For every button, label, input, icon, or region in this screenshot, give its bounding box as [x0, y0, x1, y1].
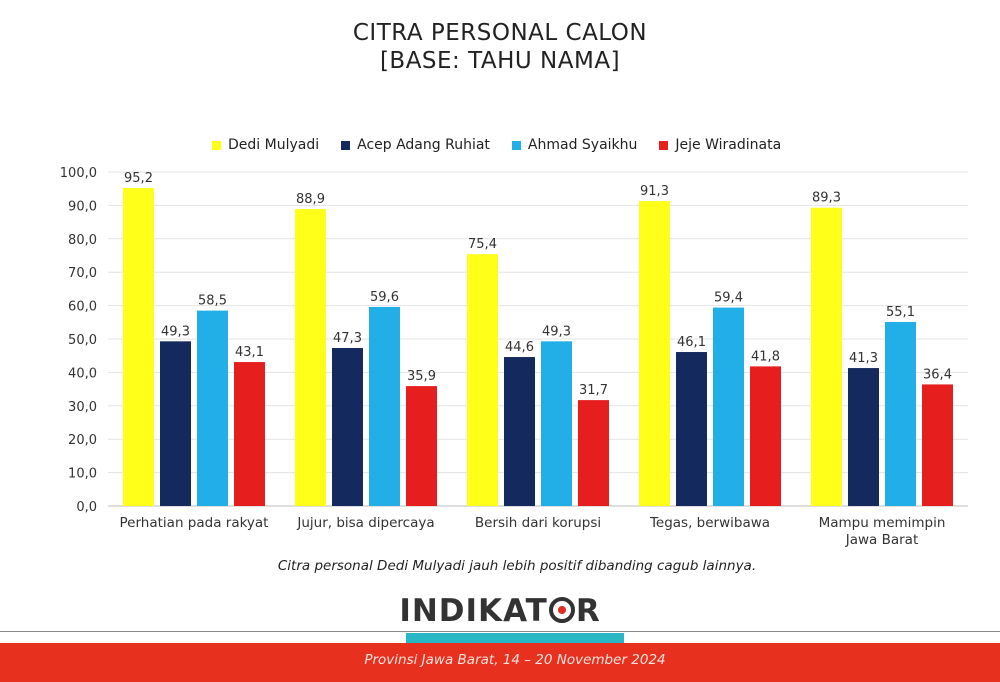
bar	[922, 384, 953, 506]
data-label: 41,8	[751, 349, 780, 364]
legend-item-jeje: Jeje Wiradinata	[659, 137, 781, 153]
chart-caption: Citra personal Dedi Mulyadi jauh lebih p…	[277, 558, 757, 574]
chart-legend: Dedi Mulyadi Acep Adang Ruhiat Ahmad Sya…	[212, 135, 803, 155]
logo-o-icon	[548, 597, 575, 623]
logo-text-part2: R	[575, 593, 601, 629]
chart-title: CITRA PERSONAL CALON	[352, 20, 648, 46]
bar	[234, 362, 265, 506]
bar	[811, 207, 842, 506]
data-label: 44,6	[505, 340, 534, 355]
bar	[123, 188, 154, 507]
data-label: 43,1	[235, 345, 264, 360]
legend-label: Acep Adang Ruhiat	[357, 137, 490, 153]
legend-swatch	[212, 140, 221, 150]
legend-swatch	[511, 140, 521, 150]
data-label: 47,3	[333, 331, 362, 346]
data-label: 36,4	[923, 367, 952, 382]
data-label: 88,9	[296, 192, 325, 207]
legend-item-acep: Acep Adang Ruhiat	[341, 137, 490, 153]
data-label: 31,7	[579, 383, 608, 398]
bar	[332, 348, 363, 506]
x-category-label: Perhatian pada rakyat	[120, 515, 269, 531]
x-category-label: Mampu memimpin	[819, 515, 946, 531]
data-label: 89,3	[812, 191, 841, 206]
legend-label: Ahmad Syaikhu	[527, 137, 638, 153]
legend-swatch	[659, 140, 669, 150]
bar	[467, 254, 498, 506]
bar	[676, 352, 707, 506]
footer-text: Provinsi Jawa Barat, 14 – 20 November 20…	[364, 652, 666, 668]
legend-swatch	[341, 140, 351, 150]
footer-band	[0, 643, 1000, 682]
bar	[541, 341, 572, 506]
y-tick-label: 40,0	[68, 366, 97, 381]
data-label: 55,1	[886, 305, 915, 320]
data-label: 91,3	[640, 184, 669, 199]
y-tick-label: 60,0	[68, 300, 97, 315]
data-label: 59,4	[714, 291, 743, 306]
bar	[369, 306, 400, 506]
bar	[713, 307, 744, 506]
x-category-label: Bersih dari korupsi	[475, 515, 601, 531]
bar	[504, 357, 535, 506]
x-category-label: Jujur, bisa dipercaya	[296, 515, 434, 531]
y-tick-label: 70,0	[68, 266, 97, 281]
bar	[885, 321, 916, 506]
legend-label: Jeje Wiradinata	[675, 137, 782, 153]
footer-accent-bar	[406, 633, 624, 645]
data-label: 58,5	[198, 294, 227, 309]
legend-label: Dedi Mulyadi	[228, 137, 320, 153]
data-label: 75,4	[468, 237, 497, 252]
bar	[750, 366, 781, 506]
y-tick-label: 10,0	[68, 467, 97, 482]
bar-chart: 0,0 10,0 20,0 30,0 40,0 50,0 60,0 70,0 80,0 90,0 1…	[60, 166, 968, 548]
data-label: 35,9	[407, 369, 436, 384]
chart-subtitle: [BASE: TAHU NAMA]	[379, 48, 621, 74]
data-label: 46,1	[677, 335, 706, 350]
bar	[406, 386, 437, 506]
legend-item-ahmad: Ahmad Syaikhu	[511, 137, 638, 153]
y-tick-label: 20,0	[68, 433, 97, 448]
y-tick-label: 0,0	[76, 500, 97, 515]
footer-divider	[0, 631, 1000, 632]
data-label: 59,6	[370, 290, 399, 305]
indikator-logo: INDIKAT R	[0, 593, 1000, 629]
legend-item-dedi: Dedi Mulyadi	[212, 137, 319, 153]
y-tick-label: 80,0	[68, 233, 97, 248]
x-category-label: Jawa Barat	[845, 532, 919, 548]
y-tick-label: 30,0	[68, 400, 97, 415]
data-label: 41,3	[849, 351, 878, 366]
bar	[197, 310, 228, 506]
x-category-label: Tegas, berwibawa	[649, 515, 770, 531]
bar	[848, 368, 879, 506]
logo-text-part1: INDIKAT	[399, 593, 548, 629]
bar	[639, 201, 670, 507]
data-label: 95,2	[124, 171, 153, 186]
y-tick-label: 50,0	[68, 333, 97, 348]
y-tick-label: 100,0	[60, 166, 97, 181]
bar	[295, 209, 326, 506]
data-label: 49,3	[542, 324, 571, 339]
bar	[578, 400, 609, 506]
y-tick-label: 90,0	[68, 199, 97, 214]
data-label: 49,3	[161, 324, 190, 339]
bar	[160, 341, 191, 506]
